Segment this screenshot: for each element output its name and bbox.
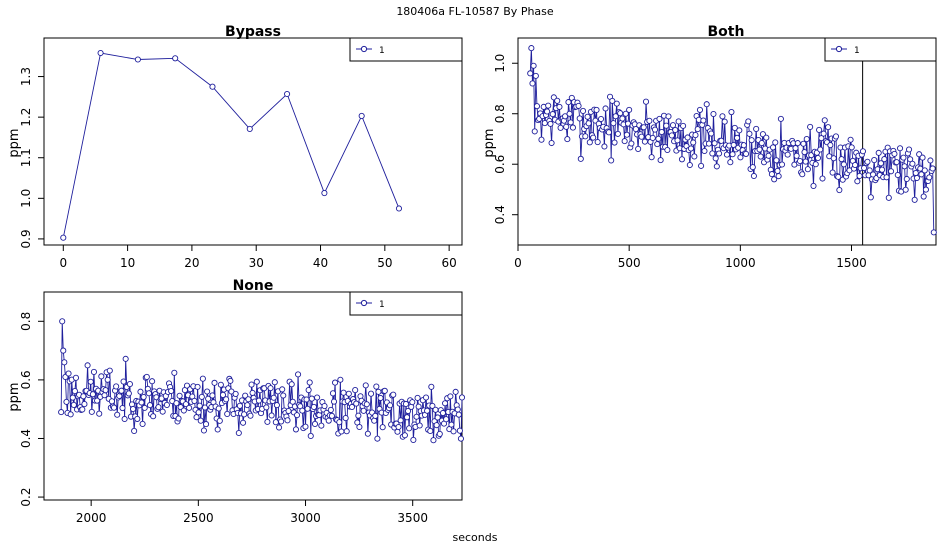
x-tick-label: 50	[377, 256, 392, 270]
data-point	[246, 125, 253, 132]
y-axis-label: ppm	[7, 128, 22, 157]
y-tick-label: 1.0	[19, 189, 33, 208]
y-tick-label: 1.2	[19, 108, 33, 127]
data-point	[321, 189, 328, 197]
data-point	[97, 49, 104, 57]
data-point	[395, 205, 403, 212]
x-tick-label: 40	[313, 256, 328, 270]
y-tick-label: 1.1	[19, 148, 33, 167]
figure-title: 180406a FL-10587 By Phase	[396, 5, 554, 18]
x-tick-label: 10	[120, 256, 135, 270]
x-tick-label: 60	[441, 256, 456, 270]
legend-marker	[360, 45, 368, 53]
y-tick-label: 1.3	[19, 67, 33, 86]
legend-box	[349, 37, 463, 62]
series-line	[62, 52, 400, 238]
chart-title: Bypass	[225, 24, 281, 40]
data-point	[358, 112, 365, 119]
y-tick-label: 0.9	[19, 229, 33, 248]
figure-xlabel: seconds	[452, 531, 498, 544]
data-point	[284, 90, 291, 98]
legend-label: 1	[379, 46, 385, 56]
data-point	[134, 56, 141, 63]
data-point	[172, 55, 179, 62]
x-tick-label: 30	[249, 256, 264, 270]
data-point	[209, 83, 216, 90]
x-tick-label: 20	[184, 256, 199, 270]
plot-frame	[43, 37, 463, 246]
data-point	[60, 234, 67, 241]
x-tick-label: 0	[59, 256, 67, 270]
